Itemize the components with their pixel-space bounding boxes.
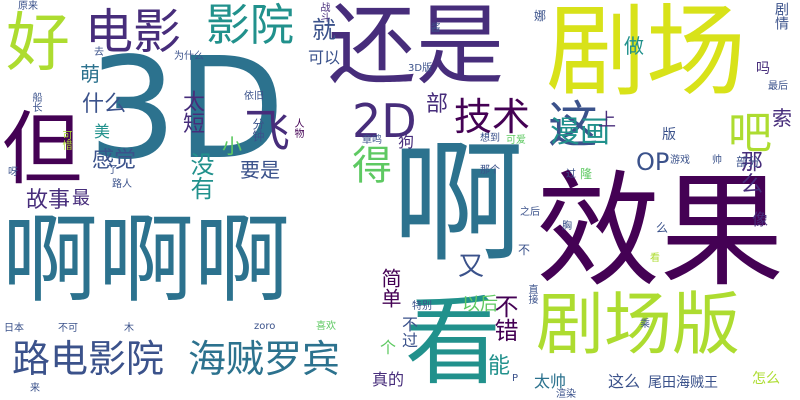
word-riben: 日本: [4, 323, 24, 334]
word-luren: 路人: [112, 179, 132, 190]
word-zhende: 真的: [372, 370, 405, 389]
word-juchangban: 剧场版: [536, 286, 741, 365]
word-haizeiluobin: 海贼罗宾: [188, 337, 341, 381]
word-taiduan: 太短: [179, 90, 204, 134]
word-yaoshi: 要是: [240, 158, 280, 182]
word-gou: 狗: [398, 132, 415, 151]
word-xiao: 小: [222, 134, 242, 158]
word-zhihou: 之后: [520, 207, 540, 218]
word-juchang: 剧场: [546, 0, 746, 110]
word-zenme: 怎么: [752, 371, 780, 387]
word-zhe: 这: [548, 96, 598, 154]
word-meiyou: 没有: [186, 152, 214, 200]
word-keai: 可爱: [506, 135, 526, 146]
word-fenzhong: 分钟: [251, 118, 265, 142]
word-xiong: 胸: [562, 221, 572, 232]
word-op: OP: [636, 148, 670, 176]
word-suo: 索: [772, 106, 792, 130]
word-bufen: 部分: [736, 155, 761, 169]
word-ganjue: 感觉: [92, 148, 137, 173]
word-de: 得: [352, 143, 392, 189]
word-yihou: 以后: [462, 294, 498, 315]
word-yuanlai: 原来: [18, 1, 38, 12]
word-buke: 不可: [58, 323, 78, 334]
word-zuihou: 最后: [768, 81, 788, 92]
word-gushi: 故事: [26, 188, 71, 213]
word-zhangming: 章鸣: [362, 135, 382, 146]
word-ban: 版: [662, 127, 676, 143]
word-kexi: 可惜: [60, 130, 71, 150]
word-shuai: 帅: [712, 155, 722, 166]
word-zui: 最: [72, 188, 90, 209]
word-qu: 去: [94, 47, 104, 58]
word-xiangdao: 想到: [480, 133, 500, 144]
word-ma: 吗: [756, 61, 770, 77]
word-le: 了: [108, 165, 118, 176]
word-taishuai: 太帅: [534, 372, 567, 391]
word-xuanran: 渲染: [556, 389, 576, 400]
word-zoro: zoro: [254, 321, 276, 332]
word-na: 娜: [534, 9, 547, 23]
word-haishi: 还是: [328, 0, 505, 97]
word-jiu: 就: [312, 16, 336, 44]
word-neng: 能: [488, 354, 511, 379]
word-xiaoguo: 效果: [536, 160, 785, 304]
word-hao: 好: [6, 7, 70, 81]
word-mu: 木: [124, 323, 134, 334]
word-manhua: 漫画: [550, 115, 610, 150]
word-tebie: 特别: [412, 301, 432, 312]
word-ba: 吧: [728, 108, 772, 159]
word-chuanzhang: 船长: [30, 92, 41, 112]
word-p: P: [512, 373, 519, 384]
word-buguo: 不过: [399, 316, 418, 348]
word-meng: 萌: [80, 62, 100, 86]
word-lai: 来: [30, 383, 40, 394]
word-dan: 但: [2, 103, 82, 196]
word-aaa: 啊啊啊: [2, 204, 290, 316]
word-keyi: 可以: [308, 48, 341, 67]
word-2d: 2D: [352, 94, 417, 148]
word-cheng: 乘: [640, 319, 650, 330]
word-yingyuan: 影院: [206, 0, 294, 51]
word-you: 又: [458, 252, 485, 282]
word-mei: 美: [94, 122, 111, 141]
word-ludianyingyuan: 路电影院: [12, 337, 165, 381]
word-guo: 过: [566, 169, 576, 180]
word-zheme: 这么: [608, 372, 641, 391]
word-ya: 呀: [8, 167, 18, 178]
word-bu-single: 不: [518, 243, 531, 257]
word-nage: 那个: [480, 165, 500, 176]
word-juqing: 剧情: [773, 2, 789, 30]
word-yijiu: 依旧: [244, 91, 264, 102]
word-a: 啊: [392, 127, 524, 281]
word-shenme: 什么: [82, 92, 127, 117]
word-me: 么: [656, 221, 669, 235]
word-fei: 飞: [244, 104, 290, 158]
word-renwu: 人物: [292, 118, 303, 138]
word-zuo: 做: [624, 34, 644, 58]
word-dianying: 电影: [85, 4, 182, 60]
word-jiang: 酱: [428, 22, 439, 32]
word-bu: 部: [426, 92, 449, 117]
word-shang: 上: [598, 110, 616, 131]
word-jishu: 技术: [454, 95, 531, 139]
word-kan-small: 看: [650, 253, 660, 264]
word-weitianhaizeiwang: 尾田海贼王: [648, 375, 718, 391]
word-youxi: 游戏: [670, 155, 690, 166]
word-bucuo: 不错: [490, 294, 518, 342]
word-long: 隆: [580, 167, 593, 181]
word-zhijie: 直接: [526, 284, 537, 304]
word-xiang: 像: [752, 210, 769, 229]
word-3dban: 3D版: [408, 63, 433, 74]
word-name: 那么: [737, 150, 762, 194]
word-xihuan: 喜欢: [316, 321, 336, 332]
word-ge: 个: [380, 338, 397, 357]
word-weishenme: 为什么: [174, 51, 204, 62]
word-jiandan: 简单: [378, 268, 402, 308]
word-3d: 3D: [88, 28, 285, 191]
word-zhandou: 战斗: [318, 2, 329, 22]
word-kan: 看: [405, 286, 501, 398]
